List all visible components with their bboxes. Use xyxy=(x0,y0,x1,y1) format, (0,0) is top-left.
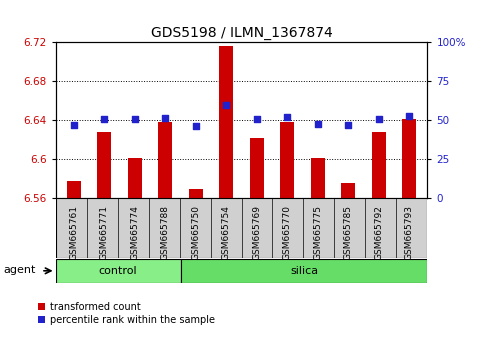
Text: control: control xyxy=(99,266,137,276)
Text: GSM665750: GSM665750 xyxy=(191,205,200,261)
Point xyxy=(222,102,230,108)
Bar xyxy=(56,259,181,283)
Point xyxy=(100,116,108,122)
Text: GSM665771: GSM665771 xyxy=(100,205,109,261)
Text: GSM665775: GSM665775 xyxy=(313,205,322,261)
Text: GSM665769: GSM665769 xyxy=(252,205,261,261)
Point xyxy=(192,124,199,129)
Bar xyxy=(67,181,81,198)
Bar xyxy=(372,132,385,198)
Bar xyxy=(280,122,294,198)
Point xyxy=(70,122,78,128)
Point xyxy=(375,116,383,122)
Bar xyxy=(181,259,427,283)
Bar xyxy=(311,158,325,198)
Bar xyxy=(98,132,111,198)
Point xyxy=(405,114,413,119)
Text: GSM665770: GSM665770 xyxy=(283,205,292,261)
Point xyxy=(344,122,352,128)
Text: agent: agent xyxy=(3,264,35,275)
Bar xyxy=(128,158,142,198)
Text: GSM665792: GSM665792 xyxy=(374,205,383,260)
Point xyxy=(314,121,322,127)
Text: GSM665788: GSM665788 xyxy=(161,205,170,261)
Bar xyxy=(219,46,233,198)
Point xyxy=(253,116,261,122)
Bar xyxy=(158,122,172,198)
Point xyxy=(131,116,139,122)
Legend: transformed count, percentile rank within the sample: transformed count, percentile rank withi… xyxy=(38,302,215,325)
Point xyxy=(161,115,169,121)
Point xyxy=(284,115,291,120)
Bar xyxy=(402,119,416,198)
Title: GDS5198 / ILMN_1367874: GDS5198 / ILMN_1367874 xyxy=(151,26,332,40)
Text: GSM665774: GSM665774 xyxy=(130,205,139,260)
Text: silica: silica xyxy=(290,266,318,276)
Text: GSM665754: GSM665754 xyxy=(222,205,231,260)
Bar xyxy=(250,138,264,198)
Bar xyxy=(189,189,203,198)
Text: GSM665761: GSM665761 xyxy=(70,205,78,261)
Text: GSM665785: GSM665785 xyxy=(344,205,353,261)
Bar xyxy=(341,183,355,198)
Text: GSM665793: GSM665793 xyxy=(405,205,413,261)
